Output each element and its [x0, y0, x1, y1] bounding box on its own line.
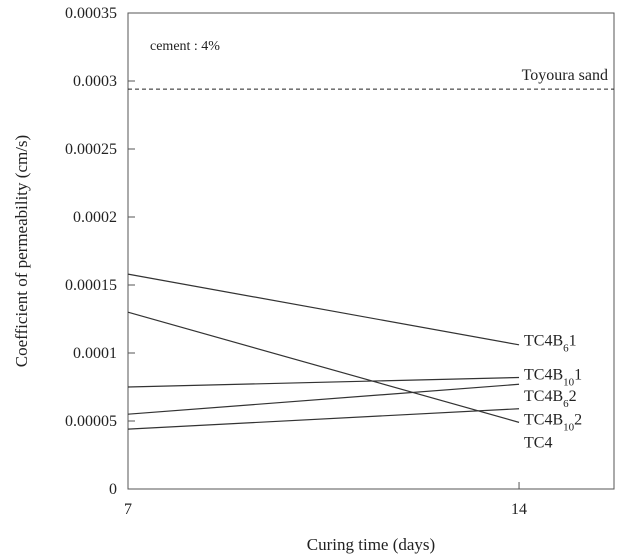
y-axis-ticks: 0 0.00005 0.0001 0.00015 0.0002 0.00025 0.0003… [65, 5, 135, 498]
x-tick-label-1: 14 [511, 501, 527, 518]
series-label-subscript-1: 10 [563, 376, 575, 388]
series-label-subscript-2: 6 [563, 398, 569, 410]
y-tick-label-0: 0 [109, 481, 117, 498]
series-label-3: TC4B102 [524, 411, 582, 433]
series-label-base-1: TC4B [524, 366, 563, 383]
x-axis-title: Curing time (days) [307, 535, 435, 554]
series-label-suffix-3: 2 [574, 411, 582, 428]
series-label-0: TC4B61 [524, 332, 577, 354]
y-tick-label-2: 0.0001 [73, 345, 117, 362]
y-tick-label-6: 0.0003 [73, 73, 117, 90]
y-tick-label-5: 0.00025 [65, 141, 117, 158]
series-label-base-4: TC4 [524, 434, 552, 451]
y-tick-label-4: 0.0002 [73, 209, 117, 226]
reference-line-label-0: Toyoura sand [522, 67, 608, 84]
series-line-1 [127, 376, 520, 388]
x-axis-ticks: 7 14 [124, 482, 527, 518]
series-label-base-3: TC4B [524, 411, 563, 428]
y-tick-label-7: 0.00035 [65, 5, 117, 22]
series-label-4: TC4 [524, 434, 552, 451]
series-label-2: TC4B62 [524, 388, 577, 410]
cement-annotation: cement : 4% [150, 39, 220, 54]
series-lines [127, 273, 520, 430]
reference-lines: Toyoura sand [128, 67, 614, 90]
x-tick-label-0: 7 [124, 501, 132, 518]
series-line-3 [127, 408, 520, 430]
series-line-2 [127, 383, 520, 415]
series-line-4 [127, 311, 520, 423]
y-axis-title: Coefficient of permeability (cm/s) [12, 135, 31, 367]
y-tick-label-1: 0.00005 [65, 413, 117, 430]
series-label-1: TC4B101 [524, 366, 582, 388]
series-line-0 [127, 273, 520, 346]
series-label-suffix-0: 1 [569, 332, 577, 349]
series-label-suffix-2: 2 [569, 388, 577, 405]
series-label-suffix-1: 1 [574, 366, 582, 383]
series-label-base-0: TC4B [524, 332, 563, 349]
plot-frame [127, 12, 615, 490]
series-label-subscript-3: 10 [563, 421, 575, 433]
y-tick-label-3: 0.00015 [65, 277, 117, 294]
series-label-base-2: TC4B [524, 388, 563, 405]
series-label-subscript-0: 6 [563, 342, 569, 354]
